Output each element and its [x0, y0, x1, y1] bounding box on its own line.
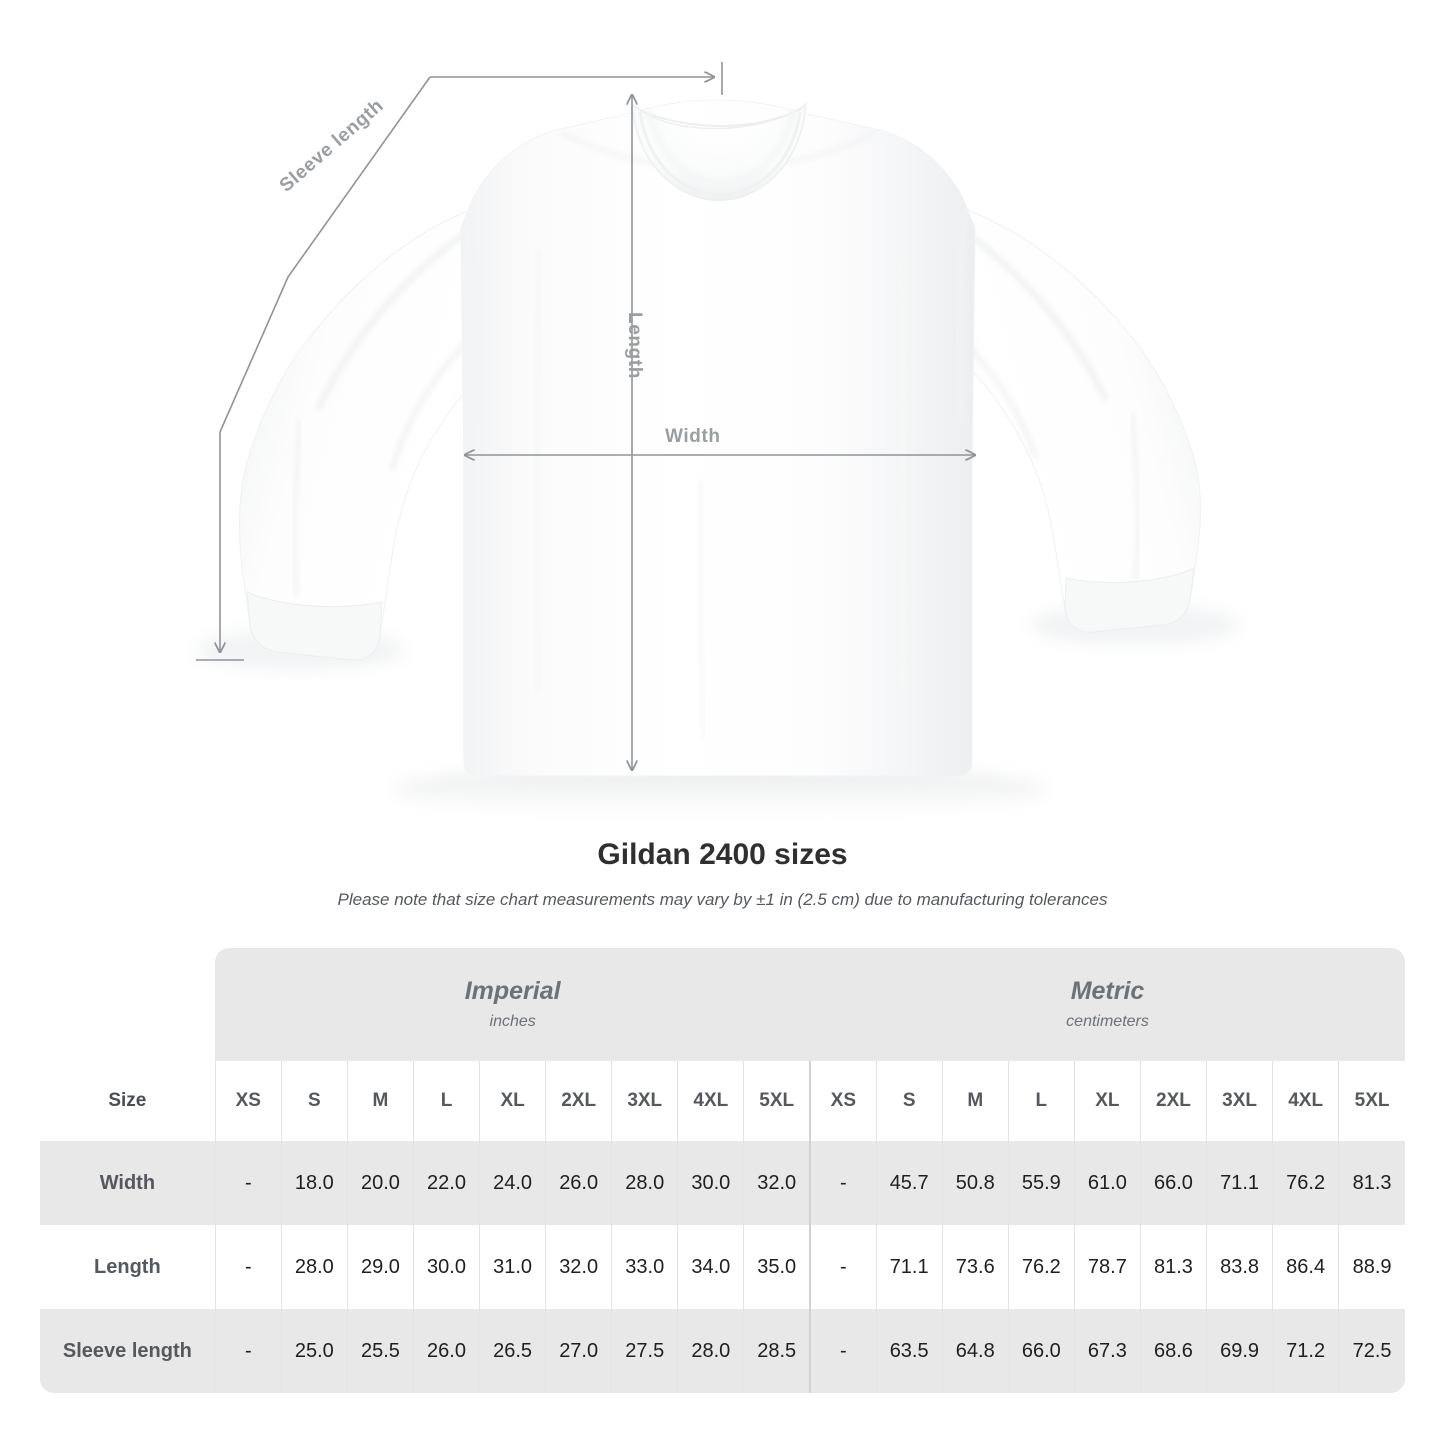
title-block: Gildan 2400 sizes Please note that size … — [0, 838, 1445, 910]
long-sleeve-shirt-photo — [195, 99, 1240, 816]
size-header-imperial-l: L — [412, 1061, 480, 1141]
cell-length-imperial-m: 29.0 — [346, 1225, 414, 1309]
cell-sleeve-metric-xl: 67.3 — [1073, 1309, 1141, 1393]
unit-banner-imperial: Imperial inches — [215, 948, 811, 1061]
cell-sleeve-metric-3xl: 69.9 — [1206, 1309, 1273, 1393]
cell-sleeve-metric-xs: - — [809, 1309, 877, 1393]
table-row: Sleeve length - 25.0 25.5 26.0 26.5 27.0… — [40, 1309, 1405, 1393]
unit-name-imperial: Imperial — [464, 977, 561, 1006]
cell-length-imperial-4xl: 34.0 — [677, 1225, 744, 1309]
cell-sleeve-imperial-xs: - — [214, 1309, 282, 1393]
cell-sleeve-imperial-3xl: 27.5 — [611, 1309, 678, 1393]
cell-length-imperial-xs: - — [214, 1225, 282, 1309]
table-row: Length - 28.0 29.0 30.0 31.0 32.0 33.0 3… — [40, 1225, 1405, 1309]
cell-length-metric-xs: - — [809, 1225, 877, 1309]
size-chart-table: Imperial inches Metric centimeters Size … — [40, 948, 1405, 1393]
cell-width-metric-l: 55.9 — [1007, 1141, 1075, 1225]
cell-sleeve-imperial-s: 25.0 — [280, 1309, 348, 1393]
cell-width-metric-xl: 61.0 — [1073, 1141, 1141, 1225]
unit-sub-imperial: inches — [489, 1012, 536, 1030]
cell-length-metric-xl: 78.7 — [1073, 1225, 1141, 1309]
cell-width-metric-3xl: 71.1 — [1206, 1141, 1273, 1225]
cell-width-metric-5xl: 81.3 — [1338, 1141, 1405, 1225]
cell-width-imperial-5xl: 32.0 — [743, 1141, 811, 1225]
cell-length-imperial-3xl: 33.0 — [611, 1225, 678, 1309]
row-label-length: Length — [40, 1225, 216, 1309]
cell-sleeve-imperial-xl: 26.5 — [479, 1309, 546, 1393]
cell-width-imperial-3xl: 28.0 — [611, 1141, 678, 1225]
size-header-metric-l: L — [1007, 1061, 1075, 1141]
table-row: Width - 18.0 20.0 22.0 24.0 26.0 28.0 30… — [40, 1141, 1405, 1225]
size-header-metric-s: S — [875, 1061, 943, 1141]
size-header-imperial-3xl: 3XL — [611, 1061, 678, 1141]
size-header-imperial-2xl: 2XL — [545, 1061, 612, 1141]
cell-width-metric-s: 45.7 — [875, 1141, 943, 1225]
cell-sleeve-metric-s: 63.5 — [875, 1309, 943, 1393]
cell-length-imperial-5xl: 35.0 — [743, 1225, 811, 1309]
cell-length-metric-3xl: 83.8 — [1206, 1225, 1273, 1309]
page-title: Gildan 2400 sizes — [597, 838, 848, 871]
cell-length-imperial-2xl: 32.0 — [545, 1225, 612, 1309]
cell-sleeve-metric-l: 66.0 — [1007, 1309, 1075, 1393]
cell-length-metric-4xl: 86.4 — [1272, 1225, 1339, 1309]
tolerance-note: Please note that size chart measurements… — [337, 890, 1108, 909]
cell-sleeve-imperial-5xl: 28.5 — [743, 1309, 811, 1393]
cell-width-metric-xs: - — [809, 1141, 877, 1225]
cell-width-imperial-4xl: 30.0 — [677, 1141, 744, 1225]
unit-banner-spacer — [40, 948, 216, 1061]
cell-sleeve-metric-4xl: 71.2 — [1272, 1309, 1339, 1393]
cell-width-metric-4xl: 76.2 — [1272, 1141, 1339, 1225]
cell-length-metric-s: 71.1 — [875, 1225, 943, 1309]
cell-sleeve-imperial-m: 25.5 — [346, 1309, 414, 1393]
cell-sleeve-imperial-4xl: 28.0 — [677, 1309, 744, 1393]
size-header-imperial-m: M — [346, 1061, 414, 1141]
cell-sleeve-imperial-2xl: 27.0 — [545, 1309, 612, 1393]
cell-length-imperial-s: 28.0 — [280, 1225, 348, 1309]
cell-length-metric-l: 76.2 — [1007, 1225, 1075, 1309]
size-header-metric-5xl: 5XL — [1338, 1061, 1405, 1141]
cell-width-imperial-l: 22.0 — [412, 1141, 480, 1225]
size-header-row: Size XS S M L XL 2XL 3XL 4XL 5XL XS S M … — [40, 1061, 1405, 1141]
cell-sleeve-imperial-l: 26.0 — [412, 1309, 480, 1393]
width-label: Width — [665, 426, 721, 447]
cell-sleeve-metric-5xl: 72.5 — [1338, 1309, 1405, 1393]
length-label: Length — [624, 312, 645, 379]
size-chart-table-wrap: Imperial inches Metric centimeters Size … — [40, 948, 1405, 1393]
cell-width-metric-m: 50.8 — [941, 1141, 1009, 1225]
cell-width-imperial-xl: 24.0 — [479, 1141, 546, 1225]
size-header-metric-xl: XL — [1073, 1061, 1141, 1141]
cell-sleeve-metric-m: 64.8 — [941, 1309, 1009, 1393]
cell-length-metric-m: 73.6 — [941, 1225, 1009, 1309]
garment-illustration: Sleeve length Length Width — [195, 62, 1445, 820]
size-header-metric-4xl: 4XL — [1272, 1061, 1339, 1141]
cell-length-imperial-xl: 31.0 — [479, 1225, 546, 1309]
size-header-imperial-4xl: 4XL — [677, 1061, 744, 1141]
cell-length-metric-5xl: 88.9 — [1338, 1225, 1405, 1309]
unit-sub-metric: centimeters — [1066, 1012, 1149, 1030]
cell-sleeve-metric-2xl: 68.6 — [1139, 1309, 1207, 1393]
size-header-imperial-s: S — [280, 1061, 348, 1141]
size-header-metric-m: M — [941, 1061, 1009, 1141]
size-header-metric-2xl: 2XL — [1139, 1061, 1207, 1141]
sleeve-length-dimension-line — [196, 62, 723, 661]
unit-name-metric: Metric — [1070, 977, 1145, 1006]
cell-width-imperial-xs: - — [214, 1141, 282, 1225]
size-header-metric-3xl: 3XL — [1206, 1061, 1273, 1141]
cell-length-metric-2xl: 81.3 — [1139, 1225, 1207, 1309]
cell-length-imperial-l: 30.0 — [412, 1225, 480, 1309]
row-label-sleeve-length: Sleeve length — [40, 1309, 216, 1393]
row-label-width: Width — [40, 1141, 216, 1225]
cell-width-imperial-m: 20.0 — [346, 1141, 414, 1225]
cell-width-metric-2xl: 66.0 — [1139, 1141, 1207, 1225]
size-header-label: Size — [40, 1061, 216, 1141]
unit-banner-metric: Metric centimeters — [810, 948, 1405, 1061]
size-header-metric-xs: XS — [809, 1061, 877, 1141]
unit-banner-row: Imperial inches Metric centimeters — [40, 948, 1405, 1061]
cell-width-imperial-s: 18.0 — [280, 1141, 348, 1225]
size-header-imperial-5xl: 5XL — [743, 1061, 811, 1141]
measurement-annotations — [196, 62, 1445, 820]
size-header-imperial-xl: XL — [479, 1061, 546, 1141]
size-header-imperial-xs: XS — [214, 1061, 282, 1141]
cell-width-imperial-2xl: 26.0 — [545, 1141, 612, 1225]
